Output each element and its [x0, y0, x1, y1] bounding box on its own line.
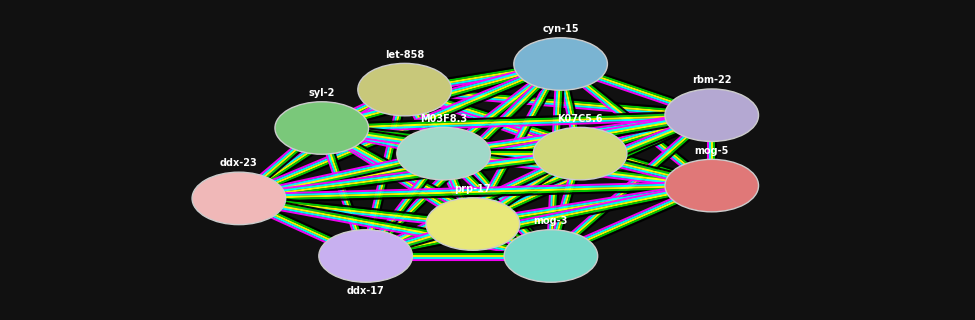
Text: cyn-15: cyn-15	[542, 24, 579, 34]
Ellipse shape	[533, 127, 627, 180]
Ellipse shape	[504, 230, 598, 282]
Text: M03F8.3: M03F8.3	[420, 114, 467, 124]
Ellipse shape	[665, 89, 759, 141]
Ellipse shape	[665, 159, 759, 212]
Text: K07C5.6: K07C5.6	[558, 114, 603, 124]
Ellipse shape	[514, 38, 607, 90]
Ellipse shape	[426, 198, 520, 250]
Ellipse shape	[397, 127, 490, 180]
Text: rbm-22: rbm-22	[692, 75, 731, 85]
Text: mog-3: mog-3	[533, 216, 568, 226]
Text: let-858: let-858	[385, 50, 424, 60]
Text: mog-5: mog-5	[694, 146, 729, 156]
Ellipse shape	[319, 230, 412, 282]
Text: prp-17: prp-17	[454, 184, 491, 194]
Text: ddx-17: ddx-17	[347, 286, 384, 296]
Ellipse shape	[192, 172, 286, 225]
Text: ddx-23: ddx-23	[220, 158, 257, 168]
Ellipse shape	[275, 102, 369, 154]
Text: syl-2: syl-2	[308, 88, 335, 98]
Ellipse shape	[358, 63, 451, 116]
